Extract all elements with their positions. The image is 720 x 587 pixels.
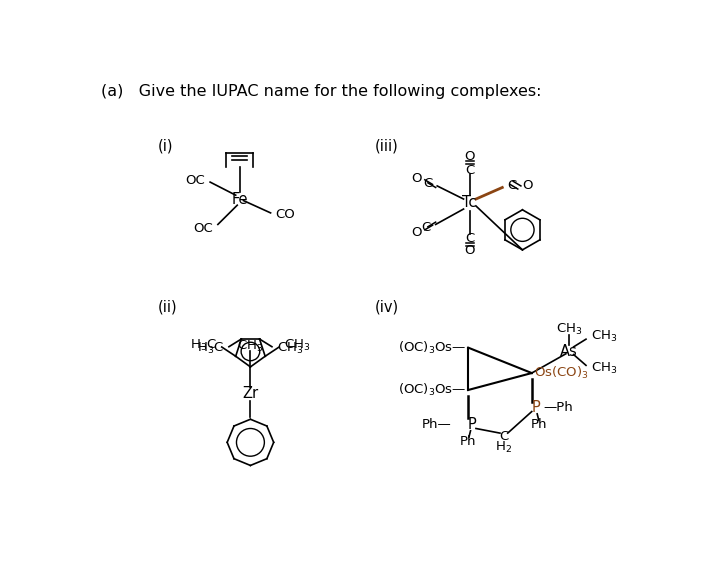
Text: Ph: Ph <box>531 418 548 431</box>
Text: C: C <box>423 177 433 190</box>
Text: (ii): (ii) <box>158 300 178 315</box>
Text: (OC)$_3$Os—: (OC)$_3$Os— <box>397 382 466 398</box>
Text: CH$_3$: CH$_3$ <box>590 329 617 345</box>
Text: OC: OC <box>194 222 213 235</box>
Text: C: C <box>465 232 474 245</box>
Text: Fe: Fe <box>231 191 248 207</box>
Text: (OC)$_3$Os—: (OC)$_3$Os— <box>397 340 466 356</box>
Text: H$_2$: H$_2$ <box>495 440 513 454</box>
Text: H$_3$C: H$_3$C <box>197 340 224 356</box>
Text: P: P <box>468 417 477 432</box>
Text: H$_3$C: H$_3$C <box>190 338 217 353</box>
Text: (a)   Give the IUPAC name for the following complexes:: (a) Give the IUPAC name for the followin… <box>101 85 541 99</box>
Text: P: P <box>531 400 540 415</box>
Text: (i): (i) <box>158 138 174 153</box>
Text: CH$_3$: CH$_3$ <box>284 338 310 353</box>
Text: C: C <box>465 164 474 177</box>
Text: Os(CO)$_3$: Os(CO)$_3$ <box>534 365 589 381</box>
Text: O: O <box>411 172 422 185</box>
Text: CH$_3$: CH$_3$ <box>276 340 303 356</box>
Text: O: O <box>523 180 533 193</box>
Text: —Ph: —Ph <box>544 401 573 414</box>
Text: OC: OC <box>186 174 205 187</box>
Text: O: O <box>464 244 475 257</box>
Text: (iv): (iv) <box>375 300 400 315</box>
Text: CH$_3$: CH$_3$ <box>556 322 582 337</box>
Text: O: O <box>411 225 422 239</box>
Text: (iii): (iii) <box>375 138 399 153</box>
Text: C: C <box>422 221 431 234</box>
Text: O: O <box>464 150 475 163</box>
Text: CO: CO <box>275 208 295 221</box>
Text: Ph—: Ph— <box>422 418 452 431</box>
Text: Zr: Zr <box>243 386 258 402</box>
Text: As: As <box>560 344 578 359</box>
Text: CH$_3$: CH$_3$ <box>237 339 264 353</box>
Text: Tc: Tc <box>462 195 477 210</box>
Text: C: C <box>499 430 508 443</box>
Text: CH$_3$: CH$_3$ <box>590 361 617 376</box>
Text: C: C <box>507 178 516 192</box>
Text: Ph: Ph <box>460 435 477 448</box>
